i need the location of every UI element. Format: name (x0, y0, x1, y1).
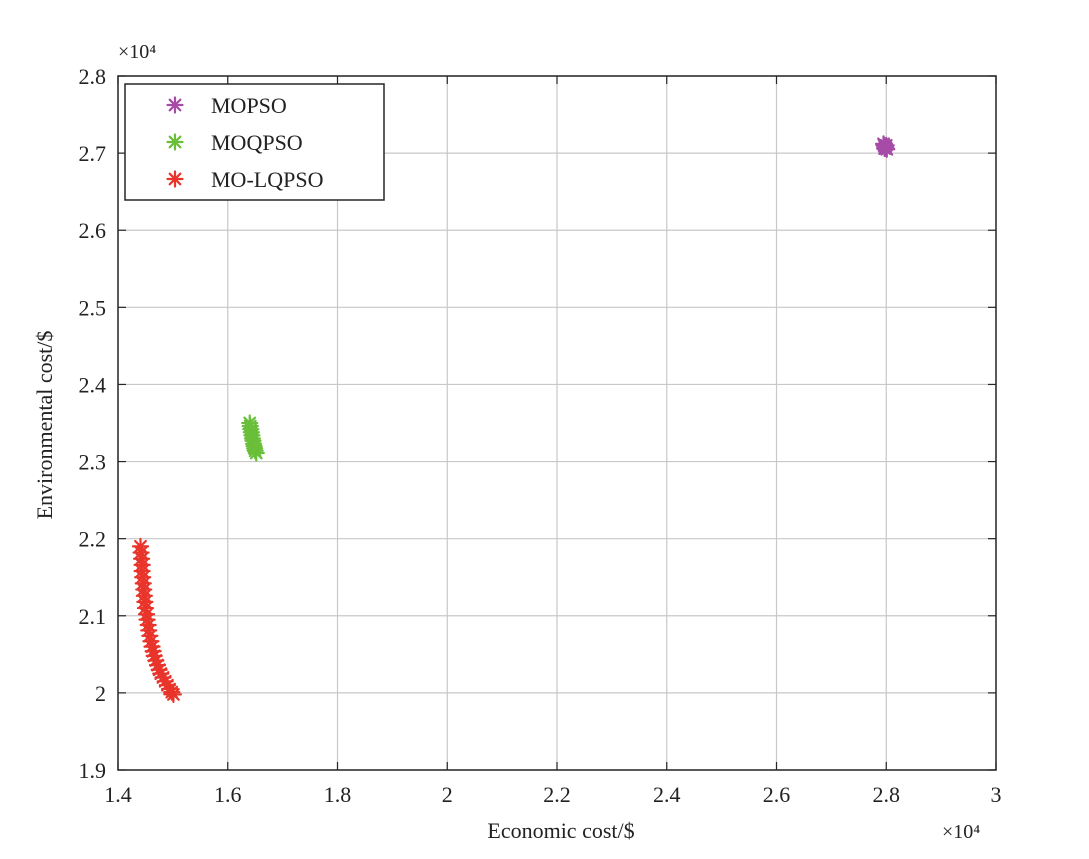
y-axis-label: Environmental cost/$ (32, 331, 57, 520)
x-axis-label: Economic cost/$ (487, 818, 634, 843)
series-mo-lqpso (131, 537, 183, 704)
y-tick-label: 2.7 (79, 141, 107, 166)
y-axis-exponent-label: ×10⁴ (118, 41, 156, 63)
series-moqpso (241, 414, 265, 462)
y-tick-label: 2.5 (79, 295, 107, 320)
legend-item: MOPSO (166, 93, 287, 118)
data-point (877, 136, 895, 154)
y-tick-label: 2.3 (79, 450, 107, 475)
x-tick-label: 2.8 (873, 782, 901, 807)
y-tick-label: 1.9 (79, 758, 107, 783)
x-tick-label: 2.6 (763, 782, 791, 807)
legend-marker (166, 133, 184, 151)
x-axis-tick-labels: 1.4 1.6 1.8 2 2.2 2.4 2.6 2.8 3 (104, 782, 1001, 807)
legend-item: MOQPSO (166, 130, 303, 155)
legend-marker (166, 170, 184, 188)
y-tick-label: 2.4 (79, 372, 107, 397)
legend-label: MO-LQPSO (211, 167, 323, 192)
data-point (247, 444, 265, 462)
y-tick-label: 2.6 (79, 218, 107, 243)
data-series (131, 135, 896, 704)
x-axis-exponent-label: ×10⁴ (942, 821, 980, 843)
legend: MOPSO MOQPSO MO-LQPSO (124, 83, 385, 201)
legend-item: MO-LQPSO (166, 167, 323, 192)
legend-label: MOPSO (211, 93, 287, 118)
x-tick-label: 1.8 (324, 782, 352, 807)
series-mopso (874, 135, 896, 158)
legend-marker (166, 96, 184, 114)
legend-label: MOQPSO (211, 130, 303, 155)
data-point (164, 685, 183, 704)
y-tick-label: 2.8 (79, 64, 107, 89)
y-tick-label: 2.1 (79, 604, 107, 629)
y-tick-label: 2.2 (79, 527, 107, 552)
x-tick-label: 2 (442, 782, 453, 807)
x-tick-label: 3 (991, 782, 1002, 807)
x-tick-label: 2.2 (543, 782, 571, 807)
x-tick-label: 1.4 (104, 782, 132, 807)
tick-marks (117, 75, 997, 771)
x-tick-label: 2.4 (653, 782, 681, 807)
x-tick-label: 1.6 (214, 782, 242, 807)
y-tick-label: 2 (95, 681, 106, 706)
y-axis-tick-labels: 1.9 2 2.1 2.2 2.3 2.4 2.5 2.6 2.7 2.8 (79, 64, 107, 783)
